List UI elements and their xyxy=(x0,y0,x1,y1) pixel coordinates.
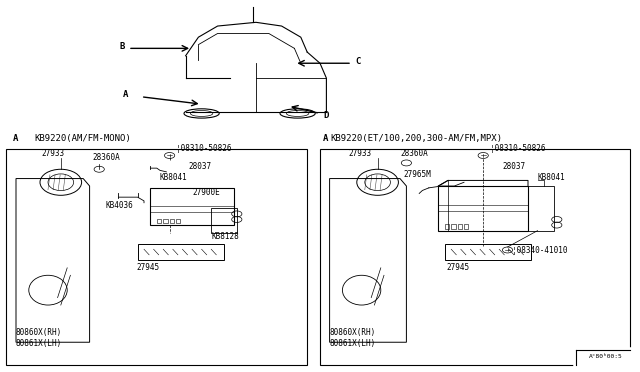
Text: ¦08310-50826: ¦08310-50826 xyxy=(176,144,232,153)
Text: 28360A: 28360A xyxy=(93,153,120,162)
Text: D: D xyxy=(323,111,328,120)
Text: A°80ʰ00:5: A°80ʰ00:5 xyxy=(589,354,623,359)
Text: KB9220(AM/FM-MONO): KB9220(AM/FM-MONO) xyxy=(35,134,132,143)
Text: KB4036: KB4036 xyxy=(106,201,133,210)
Text: 27945: 27945 xyxy=(137,263,160,272)
Text: 28037: 28037 xyxy=(502,162,525,171)
Text: B: B xyxy=(120,42,125,51)
Text: ¦08340-41010: ¦08340-41010 xyxy=(512,246,568,255)
Text: KB8041: KB8041 xyxy=(160,173,188,182)
Text: 27900E: 27900E xyxy=(192,188,220,197)
Text: 28360A: 28360A xyxy=(400,149,428,158)
Text: 27933: 27933 xyxy=(349,149,372,158)
Text: 80861X(LH): 80861X(LH) xyxy=(330,339,376,348)
Text: 80860X(RH): 80860X(RH) xyxy=(330,328,376,337)
Text: A: A xyxy=(13,134,18,143)
Text: KB8041: KB8041 xyxy=(538,173,565,182)
Text: 28037: 28037 xyxy=(189,162,212,171)
Text: C: C xyxy=(355,57,360,66)
Text: 27945: 27945 xyxy=(446,263,469,272)
Text: KB8128: KB8128 xyxy=(211,232,239,241)
Text: ¦08310-50826: ¦08310-50826 xyxy=(490,144,545,153)
Text: KB9220(ET/100,200,300-AM/FM,MPX): KB9220(ET/100,200,300-AM/FM,MPX) xyxy=(330,134,502,143)
Text: 27965M: 27965M xyxy=(403,170,431,179)
Text: A: A xyxy=(123,90,128,99)
Text: 27933: 27933 xyxy=(42,149,65,158)
Text: 80861X(LH): 80861X(LH) xyxy=(16,339,62,348)
Text: A: A xyxy=(323,134,328,143)
Text: 80860X(RH): 80860X(RH) xyxy=(16,328,62,337)
